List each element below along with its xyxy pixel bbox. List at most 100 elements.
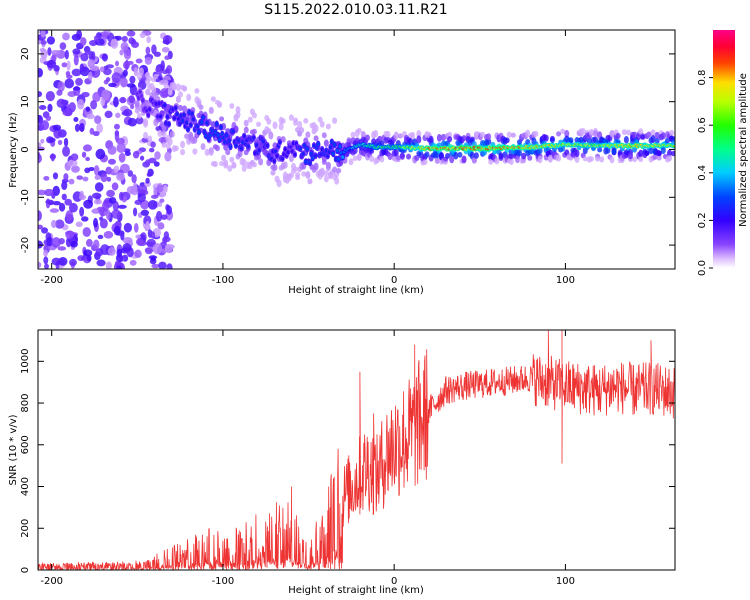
spectrogram-cell [272,121,278,130]
spectrogram-cell [414,154,420,161]
spectrogram-noise-cell [144,56,152,65]
spectrogram-cell [574,155,580,163]
spectrogram-cell [527,155,533,161]
spectrogram-cell [556,154,562,162]
spectrogram-noise-cell [164,151,172,162]
spectrogram-noise-cell [68,202,78,213]
spectrogram-ridge-core [308,160,312,165]
spectrogram-cell [399,152,405,159]
snr-x-label: Height of straight line (km) [288,585,424,596]
spectrogram-noise-cell [95,148,106,160]
snr-series-line [38,330,675,570]
spectrogram-noise-cell [147,199,158,210]
spectrogram-cell [593,130,599,138]
spectrogram-cell [325,163,331,172]
spectrogram-noise-cell [111,72,122,84]
spectrogram-cell [223,144,229,151]
spectrogram-noise-cell [87,59,95,69]
spectrogram-cell [356,127,362,134]
spectrogram-noise-cell [79,190,84,200]
spectrogram-noise-cell [139,155,145,161]
spectrogram-cell [560,128,566,135]
spectrogram-noise-cell [38,114,44,125]
spectrogram-noise-cell [66,60,71,71]
spectrogram-noise-cell [116,265,122,269]
spectrogram-cell [301,171,307,177]
spectrogram-noise-cell [57,81,65,92]
spectrogram-cell [621,129,627,136]
spectrogram-noise-cell [139,32,146,39]
spectrogram-cell [416,130,422,138]
spectrogram-noise-cell [38,261,42,268]
spectrogram-cell [449,155,455,164]
spectrogram-noise-cell [158,261,167,269]
spectrogram-noise-cell [134,249,142,258]
spectrogram-ridge-core [265,143,270,148]
spectrogram-ridge-core [213,130,218,135]
spectrogram-cell [307,178,313,185]
spectrogram-cell [582,156,588,162]
spectrogram-cell [332,117,338,124]
spectrogram-noise-cell [56,89,63,96]
spectrogram-noise-cell [40,40,47,45]
spectrogram-cell [180,148,186,156]
spectrogram-cell [270,169,276,176]
spectrogram-noise-cell [43,256,49,265]
spectrogram-noise-cell [51,49,61,56]
spectrogram-cell [611,146,617,154]
spectrogram-noise-cell [106,189,115,198]
spectrogram-cell [299,127,305,134]
spectrogram-ridge-core [217,137,222,142]
spectrogram-noise-cell [74,123,80,132]
spectrogram-noise-cell [39,47,46,53]
spectrogram-x-label: Height of straight line (km) [288,285,424,296]
spectrogram-noise-cell [40,30,46,38]
spectrogram-ridge-core [330,140,334,144]
spectrogram-cell [147,75,153,82]
spectrogram-noise-cell [135,58,143,64]
spectrogram-cell [266,118,272,125]
spectrogram-noise-cell [47,47,52,56]
spectrogram-cell [652,154,658,160]
spectrogram-noise-cell [123,222,133,233]
spectrogram-cell [214,145,220,152]
spectrogram-noise-cell [161,46,170,53]
spectrogram-cell [461,155,467,164]
spectrogram-cell [241,158,247,166]
spectrogram-ridge-core [252,135,256,140]
spectrogram-cell [664,137,670,144]
spectrogram-noise-cell [82,144,93,152]
spectrogram-noise-cell [160,214,168,220]
spectrogram-noise-cell [48,137,56,143]
spectrogram-ridge-core [174,106,178,111]
spectrogram-noise-cell [85,156,90,162]
spectrogram-cell [510,132,516,138]
spectrogram-cell [669,129,675,137]
spectrogram-noise-cell [126,83,136,88]
spectrogram-noise-cell [118,152,126,163]
y-tick-label: 10 [20,95,31,108]
snr-y-axis: 0 200 400 600 800 1000 [20,349,675,573]
spectrogram-noise-cell [38,224,43,230]
spectrogram-cell [632,156,638,163]
spectrogram-cell [488,158,494,165]
x-tick-label: 100 [556,576,575,587]
spectrogram-noise-cell [155,210,163,222]
spectrogram-ridge-core [328,145,333,150]
spectrogram-ridge-core [239,146,244,151]
spectrogram-cell [280,118,286,124]
spectrogram-cell [609,130,615,136]
spectrogram-noise-cell [73,54,79,66]
spectrogram-cell [350,131,356,138]
spectrogram-cell [627,151,633,160]
spectrogram-cell [508,158,514,165]
spectrogram-noise-cell [145,159,151,166]
spectrogram-noise-cell [85,106,91,112]
spectrogram-cell [297,120,303,129]
spectrogram-ridge-core [275,153,279,158]
spectrogram-noise-cell [81,151,87,158]
spectrogram-ridge-core [200,120,204,125]
spectrogram-noise-cell [45,115,52,121]
spectrogram-noise-cell [137,192,146,203]
spectrogram-noise-cell [93,239,100,250]
